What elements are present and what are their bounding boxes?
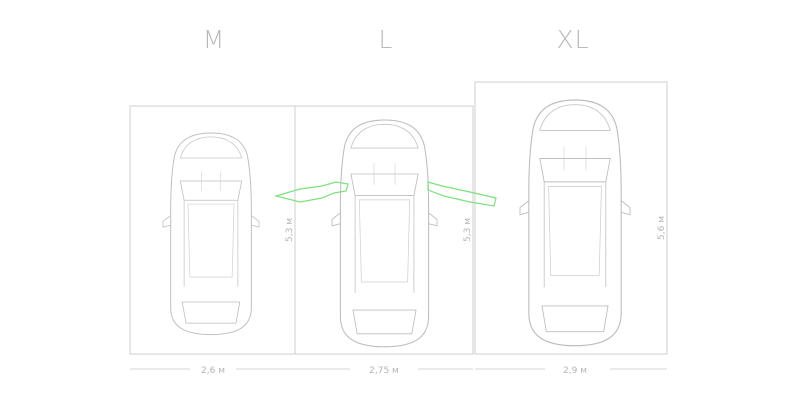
- size-label-m: M: [202, 25, 226, 54]
- car-xl: [519, 99, 631, 347]
- size-label-l: L: [378, 25, 394, 54]
- length-label-m: 5,3 м: [285, 218, 295, 242]
- length-label-l: 5,3 м: [463, 218, 473, 242]
- parking-space-m: [129, 105, 296, 355]
- car-m: [162, 132, 260, 336]
- car-l: [331, 119, 438, 348]
- size-label-xl: XL: [556, 25, 590, 54]
- width-label-xl: 2,9 м: [563, 366, 587, 376]
- door-open-left: [273, 181, 349, 203]
- parking-space-xl: [474, 81, 668, 355]
- width-label-l: 2,75 м: [369, 366, 399, 376]
- width-label-m: 2,6 м: [201, 366, 225, 376]
- door-open-right: [427, 181, 497, 207]
- length-label-xl: 5,6 м: [657, 216, 667, 240]
- parking-space-l: [294, 105, 474, 355]
